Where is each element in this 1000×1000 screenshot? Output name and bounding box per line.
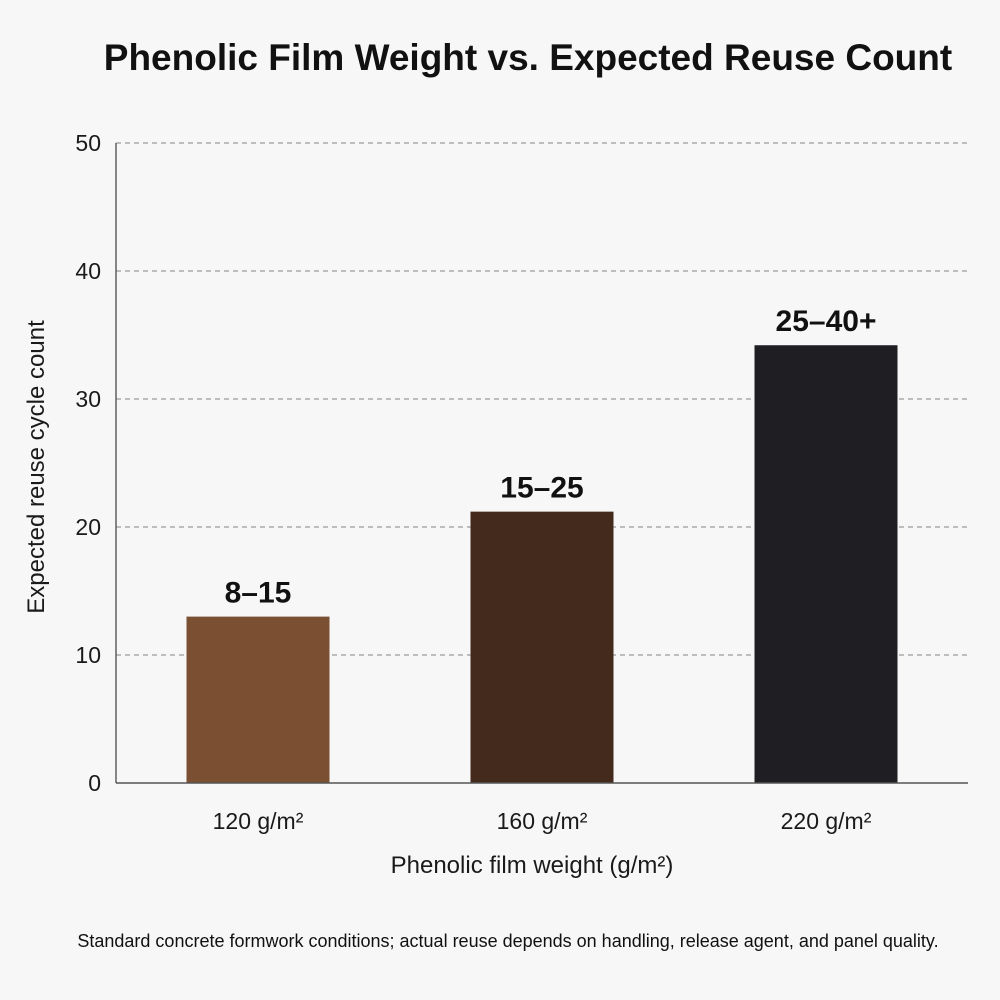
bar-value-label: 8–15 (225, 577, 292, 610)
bar (470, 511, 614, 783)
y-tick-label: 0 (88, 770, 101, 796)
x-axis-ticks: 120 g/m² 160 g/m² 220 g/m² (213, 808, 872, 834)
y-axis-ticks: 0 10 20 30 40 50 (75, 130, 101, 796)
bar (186, 616, 330, 783)
bars (186, 345, 898, 783)
chart-title: Phenolic Film Weight vs. Expected Reuse … (104, 37, 952, 78)
bar (754, 345, 898, 783)
y-tick-label: 10 (75, 642, 101, 668)
y-axis-title: Expected reuse cycle count (23, 320, 50, 614)
y-tick-label: 40 (75, 258, 101, 284)
bar-value-label: 15–25 (500, 472, 583, 505)
bar-value-label: 25–40+ (776, 305, 877, 338)
footnote: Standard concrete formwork conditions; a… (77, 931, 938, 951)
y-tick-label: 50 (75, 130, 101, 156)
x-tick-label: 160 g/m² (497, 808, 588, 834)
y-tick-label: 30 (75, 386, 101, 412)
data-labels: 8–15 15–25 25–40+ (225, 305, 877, 609)
x-tick-label: 120 g/m² (213, 808, 304, 834)
x-axis-title: Phenolic film weight (g/m²) (391, 852, 674, 879)
y-tick-label: 20 (75, 514, 101, 540)
x-tick-label: 220 g/m² (781, 808, 872, 834)
